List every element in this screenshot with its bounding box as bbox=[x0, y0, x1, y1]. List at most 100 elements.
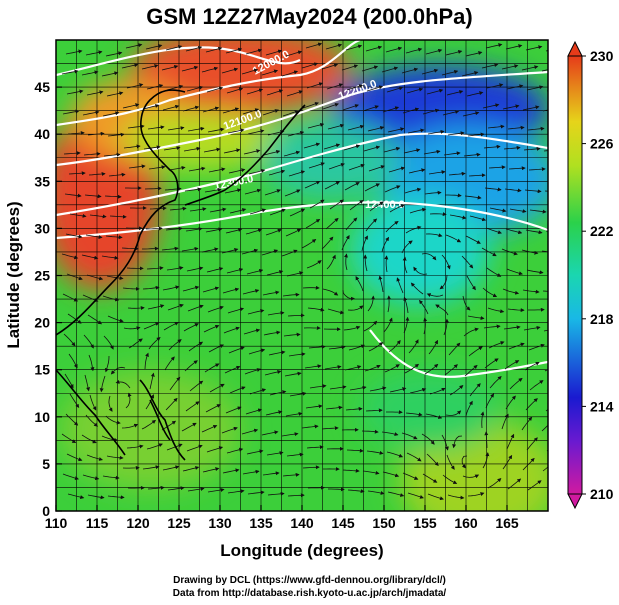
streamline-arrow bbox=[185, 401, 200, 412]
streamline-arrow bbox=[205, 227, 223, 233]
streamline-arrow bbox=[126, 444, 144, 449]
streamline-arrow bbox=[408, 168, 426, 174]
streamline-arrow bbox=[147, 485, 165, 490]
streamline-arrow bbox=[208, 344, 225, 353]
streamline-arrow bbox=[501, 413, 509, 430]
streamline-arrow bbox=[488, 341, 505, 349]
streamline-arrow bbox=[541, 69, 548, 72]
streamline-arrow bbox=[261, 69, 279, 76]
streamline-arrow bbox=[286, 452, 304, 457]
streamline-arrow bbox=[204, 363, 220, 373]
streamline-arrow bbox=[365, 408, 383, 413]
streamline-arrow bbox=[209, 207, 227, 213]
streamline-arrow bbox=[128, 164, 146, 169]
streamline-arrow bbox=[186, 266, 204, 272]
streamline-arrow bbox=[364, 183, 381, 192]
streamline-arrow bbox=[146, 266, 164, 271]
streamline-arrow bbox=[163, 321, 179, 331]
streamline-arrow bbox=[402, 107, 420, 114]
streamline-arrow bbox=[163, 146, 181, 151]
streamline-arrow bbox=[105, 415, 121, 425]
streamline-arrow bbox=[66, 273, 83, 281]
streamline-arrow bbox=[369, 201, 384, 212]
streamline-arrow bbox=[85, 414, 99, 427]
streamline-arrow bbox=[361, 235, 368, 252]
streamline-arrow bbox=[225, 228, 243, 234]
streamline-arrow bbox=[445, 49, 463, 56]
streamline-arrow bbox=[547, 310, 548, 311]
streamline-arrow bbox=[82, 474, 100, 481]
streamline-arrow bbox=[449, 384, 464, 396]
streamline-arrow bbox=[363, 145, 381, 152]
streamline-arrow bbox=[106, 91, 124, 97]
streamline-arrow bbox=[110, 366, 126, 375]
streamline-arrow bbox=[85, 234, 103, 239]
streamline-arrow bbox=[143, 145, 161, 150]
streamline-arrow bbox=[343, 325, 361, 331]
streamline-arrow bbox=[526, 85, 544, 91]
streamline-arrow bbox=[550, 383, 564, 391]
streamline-arrow bbox=[382, 106, 400, 113]
streamline-arrow bbox=[166, 443, 183, 451]
streamline-arrow bbox=[268, 350, 286, 356]
streamline-arrow bbox=[409, 387, 427, 394]
streamline-arrow bbox=[267, 311, 285, 316]
streamline-arrow bbox=[181, 65, 199, 72]
streamline-arrow bbox=[184, 187, 202, 192]
streamline-arrow bbox=[527, 480, 542, 491]
streamline-arrow bbox=[435, 304, 449, 316]
streamline-arrow bbox=[185, 45, 203, 52]
streamline-arrow bbox=[222, 287, 240, 294]
streamline-arrow bbox=[301, 62, 319, 69]
streamline-arrow bbox=[305, 218, 321, 229]
streamline-arrow bbox=[222, 107, 240, 114]
streamline-arrow bbox=[186, 85, 204, 92]
streamline-arrow bbox=[447, 494, 465, 500]
streamline-arrow bbox=[522, 289, 540, 294]
streamline-arrow bbox=[543, 150, 548, 152]
streamline-arrow bbox=[228, 168, 246, 174]
colorbar-label: 222 bbox=[590, 223, 614, 239]
streamline-arrow bbox=[84, 374, 90, 392]
streamline-arrow bbox=[406, 452, 422, 462]
streamline-arrow bbox=[107, 315, 124, 323]
streamline-arrow bbox=[309, 199, 325, 209]
streamline-arrow bbox=[162, 285, 180, 291]
streamline-arrow bbox=[426, 88, 444, 95]
x-tick-label: 150 bbox=[372, 515, 396, 531]
streamline-arrow bbox=[485, 43, 503, 49]
y-tick-label: 30 bbox=[34, 220, 50, 236]
streamline-arrow bbox=[243, 149, 261, 155]
streamline-arrow bbox=[308, 162, 325, 169]
streamline-arrow bbox=[501, 248, 518, 256]
streamline-arrow bbox=[423, 149, 441, 155]
y-tick-label: 20 bbox=[34, 315, 50, 331]
streamline-arrow bbox=[347, 489, 365, 494]
x-axis-ticks: 110 115 120 125 130 135 140 145 150 155 160 165 bbox=[45, 505, 519, 531]
streamline-arrow bbox=[462, 474, 480, 479]
streamline-arrow bbox=[87, 314, 103, 325]
streamline-arrow bbox=[166, 266, 184, 271]
streamline-arrow bbox=[363, 320, 378, 332]
streamline-arrow bbox=[206, 446, 224, 453]
streamline-arrow bbox=[502, 104, 520, 110]
streamline-arrow bbox=[426, 453, 439, 466]
streamline-arrow bbox=[265, 49, 283, 56]
streamline-arrow bbox=[348, 344, 365, 351]
streamline-arrow bbox=[367, 125, 385, 132]
streamline-arrow bbox=[188, 341, 204, 352]
streamline-arrow bbox=[242, 289, 260, 295]
streamline-arrow bbox=[183, 323, 199, 332]
streamline-arrow bbox=[248, 168, 266, 175]
streamline-arrow bbox=[205, 404, 221, 413]
streamline-arrow bbox=[141, 419, 157, 430]
streamline-arrow bbox=[469, 383, 481, 397]
streamline-arrow bbox=[62, 109, 80, 115]
streamline-arrow bbox=[321, 426, 339, 431]
streamline-arrow bbox=[225, 406, 242, 414]
streamline-arrow bbox=[102, 111, 120, 117]
streamline-arrow bbox=[169, 206, 187, 211]
streamline-arrow bbox=[448, 342, 461, 356]
streamline-arrow bbox=[228, 346, 245, 354]
x-tick-label: 160 bbox=[454, 515, 478, 531]
